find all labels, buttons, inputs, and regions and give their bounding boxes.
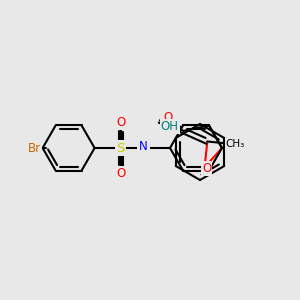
Text: OH: OH [161,120,179,133]
Text: Br: Br [28,142,41,154]
Text: O: O [116,167,125,180]
Text: O: O [202,162,211,175]
Text: O: O [163,111,172,124]
Text: S: S [116,142,125,154]
Text: N: N [139,140,147,154]
Text: O: O [116,116,125,129]
Text: CH₃: CH₃ [226,139,245,149]
Text: H: H [141,139,149,149]
